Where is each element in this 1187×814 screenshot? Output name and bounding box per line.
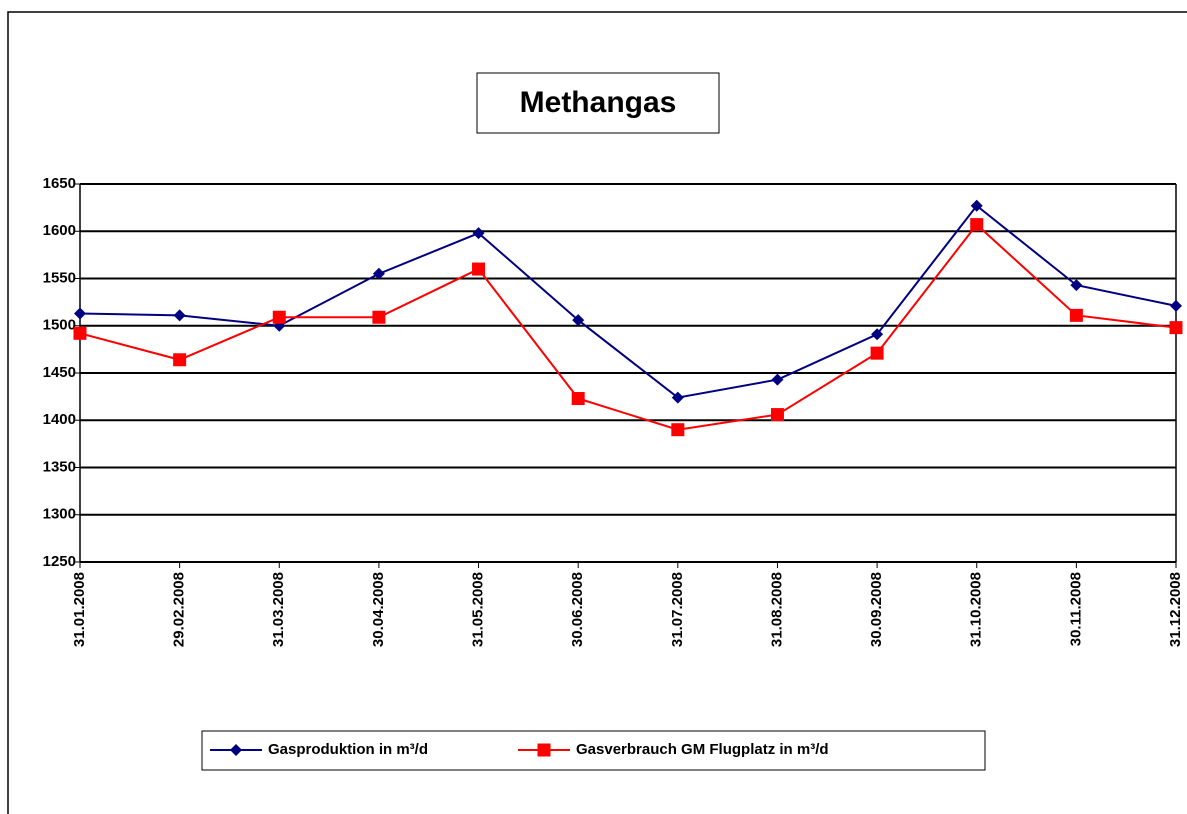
x-tick-label: 31.10.2008 [968,572,985,647]
point [73,326,87,340]
point [770,408,784,422]
x-tick-label: 31.08.2008 [768,572,785,647]
series-line [79,223,1177,431]
y-tick-label: 1450 [43,364,76,381]
point [1170,299,1182,312]
x-tick-label: 31.07.2008 [669,572,686,647]
legend-marker [230,744,242,756]
x-tick-label: 31.03.2008 [270,572,287,647]
point [74,307,86,320]
point [472,262,486,276]
y-tick-label: 1650 [43,175,76,192]
y-tick-label: 1250 [43,553,76,570]
y-tick-label: 1350 [43,458,76,475]
point [472,227,485,240]
legend-label: Gasproduktion in m³/d [268,741,428,758]
title-box [476,72,720,134]
point [173,353,187,367]
point [372,267,385,280]
point [671,423,685,437]
point [871,328,884,341]
point [1070,279,1083,292]
point [870,346,884,360]
point [372,310,386,324]
x-tick-label: 30.04.2008 [370,572,387,647]
point [970,199,983,212]
y-tick-label: 1400 [43,411,76,428]
point [771,373,784,386]
point [571,392,585,406]
x-tick-label: 30.09.2008 [868,572,885,647]
point [572,314,585,327]
x-tick-label: 31.01.2008 [71,572,88,647]
chart-frame [7,11,1187,814]
point [272,310,286,324]
legend-marker [537,743,551,757]
point [1069,308,1083,322]
y-tick-label: 1500 [43,317,76,334]
y-tick-label: 1550 [43,269,76,286]
point [1169,321,1183,335]
x-tick-label: 30.06.2008 [569,572,586,647]
legend-box [201,730,986,771]
x-tick-label: 31.05.2008 [470,572,487,647]
x-tick-label: 31.12.2008 [1167,572,1184,647]
x-tick-label: 29.02.2008 [171,572,188,647]
y-tick-label: 1300 [43,506,76,523]
chart-title: Methangas [520,86,677,119]
point [671,391,684,404]
point [173,309,186,322]
point [970,218,984,232]
x-tick-label: 30.11.2008 [1067,572,1084,646]
legend-label: Gasverbrauch GM Flugplatz in m³/d [576,741,829,758]
y-tick-label: 1600 [43,222,76,239]
